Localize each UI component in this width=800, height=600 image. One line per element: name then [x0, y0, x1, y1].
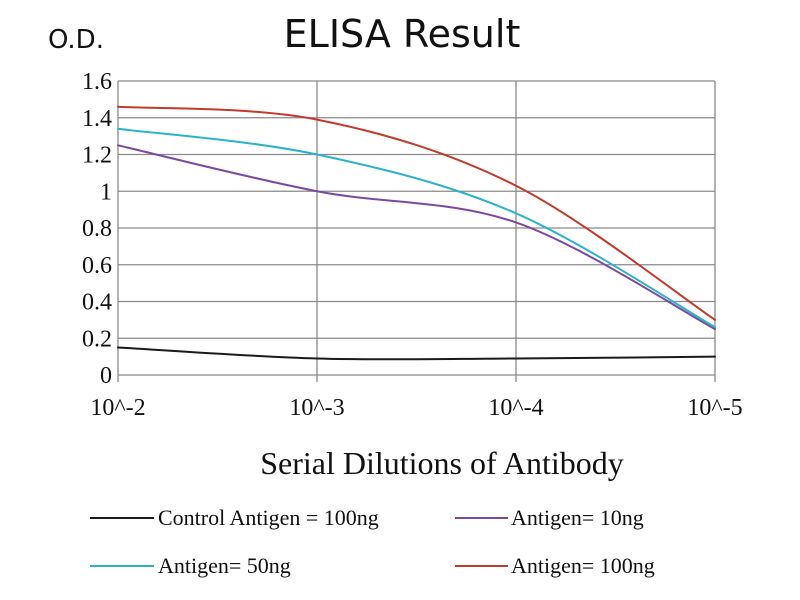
- y-tick-label: 0.2: [82, 326, 112, 352]
- x-tick-label: 10^-5: [687, 395, 742, 421]
- y-tick-label: 1.2: [82, 143, 112, 169]
- y-axis-label: O.D.: [48, 25, 104, 55]
- axes: [117, 81, 716, 382]
- chart-title: ELISA Result: [284, 12, 521, 56]
- legend: Control Antigen = 100ng Antigen= 10ng Anti…: [90, 505, 655, 578]
- x-tick-label: 10^-4: [488, 395, 543, 421]
- y-tick-label: 1.6: [82, 69, 112, 95]
- y-tick-label: 0: [100, 363, 112, 389]
- y-tick-label: 1: [100, 179, 112, 205]
- y-tick-label: 0.8: [82, 216, 112, 242]
- series-lines: [117, 105, 716, 361]
- y-tick-label: 1.4: [82, 106, 112, 132]
- x-tick-labels: 10^-2 10^-3 10^-4 10^-5: [90, 395, 742, 421]
- y-tick-labels: 0 0.2 0.4 0.6 0.8 1 1.2 1.4 1.6: [82, 69, 112, 389]
- y-tick-label: 0.6: [82, 253, 112, 279]
- series-line-2: [117, 127, 716, 329]
- series-line-0: [117, 346, 716, 361]
- series-line-3: [117, 105, 716, 321]
- series-line-1: [117, 144, 716, 331]
- x-tick-label: 10^-3: [289, 395, 344, 421]
- legend-label: Antigen= 10ng: [511, 505, 644, 530]
- legend-label: Antigen= 100ng: [511, 553, 655, 578]
- legend-label: Control Antigen = 100ng: [158, 505, 379, 530]
- legend-label: Antigen= 50ng: [158, 553, 291, 578]
- grid: [118, 80, 716, 375]
- y-tick-label: 0.4: [82, 290, 112, 316]
- x-axis-label: Serial Dilutions of Antibody: [260, 445, 624, 481]
- x-tick-label: 10^-2: [90, 395, 145, 421]
